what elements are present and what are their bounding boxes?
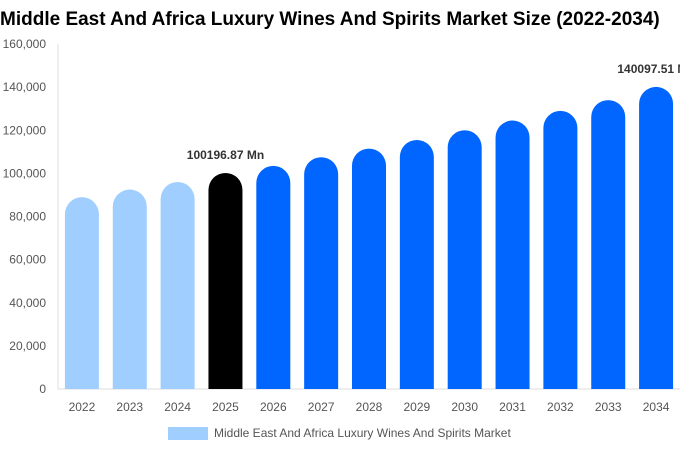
bar-2024 — [160, 182, 195, 389]
y-tick-label: 160,000 — [3, 37, 47, 51]
bar-2027 — [304, 157, 339, 389]
data-label-2025: 100196.87 Mn — [187, 148, 264, 162]
y-tick-label: 40,000 — [9, 296, 46, 310]
x-tick-label: 2022 — [69, 400, 96, 414]
bar-2023 — [112, 189, 147, 389]
x-tick-label: 2028 — [356, 400, 383, 414]
x-tick-label: 2025 — [212, 400, 239, 414]
y-tick-label: 100,000 — [3, 166, 47, 180]
bar-2031 — [495, 120, 530, 390]
bar-2028 — [352, 148, 386, 389]
y-tick-label: 140,000 — [3, 80, 47, 94]
bar-2026 — [256, 165, 291, 389]
x-tick-label: 2027 — [308, 400, 335, 414]
bar-2030 — [447, 130, 482, 389]
y-tick-label: 0 — [39, 382, 46, 396]
x-tick-label: 2024 — [164, 400, 191, 414]
y-tick-label: 20,000 — [9, 339, 46, 353]
bar-2034 — [639, 86, 674, 390]
legend-label: Middle East And Africa Luxury Wines And … — [214, 426, 511, 440]
y-tick-label: 120,000 — [3, 123, 47, 137]
bar-2029 — [399, 139, 434, 389]
x-tick-label: 2031 — [499, 400, 526, 414]
bar-2032 — [543, 110, 578, 389]
y-tick-label: 60,000 — [9, 253, 46, 267]
chart-title: Middle East And Africa Luxury Wines And … — [0, 9, 660, 30]
legend[interactable]: Middle East And Africa Luxury Wines And … — [168, 425, 511, 441]
bar-2033 — [591, 100, 626, 389]
data-label-2034: 140097.51 Mn — [617, 62, 680, 76]
x-tick-label: 2026 — [260, 400, 287, 414]
legend-swatch — [168, 426, 208, 440]
bar-2022 — [64, 197, 99, 389]
x-tick-label: 2029 — [403, 400, 430, 414]
x-tick-label: 2033 — [595, 400, 622, 414]
x-tick-label: 2032 — [547, 400, 574, 414]
bar-2025 — [208, 172, 243, 389]
x-tick-label: 2034 — [643, 400, 670, 414]
y-tick-label: 80,000 — [9, 210, 46, 224]
x-tick-label: 2030 — [451, 400, 478, 414]
x-tick-label: 2023 — [116, 400, 143, 414]
